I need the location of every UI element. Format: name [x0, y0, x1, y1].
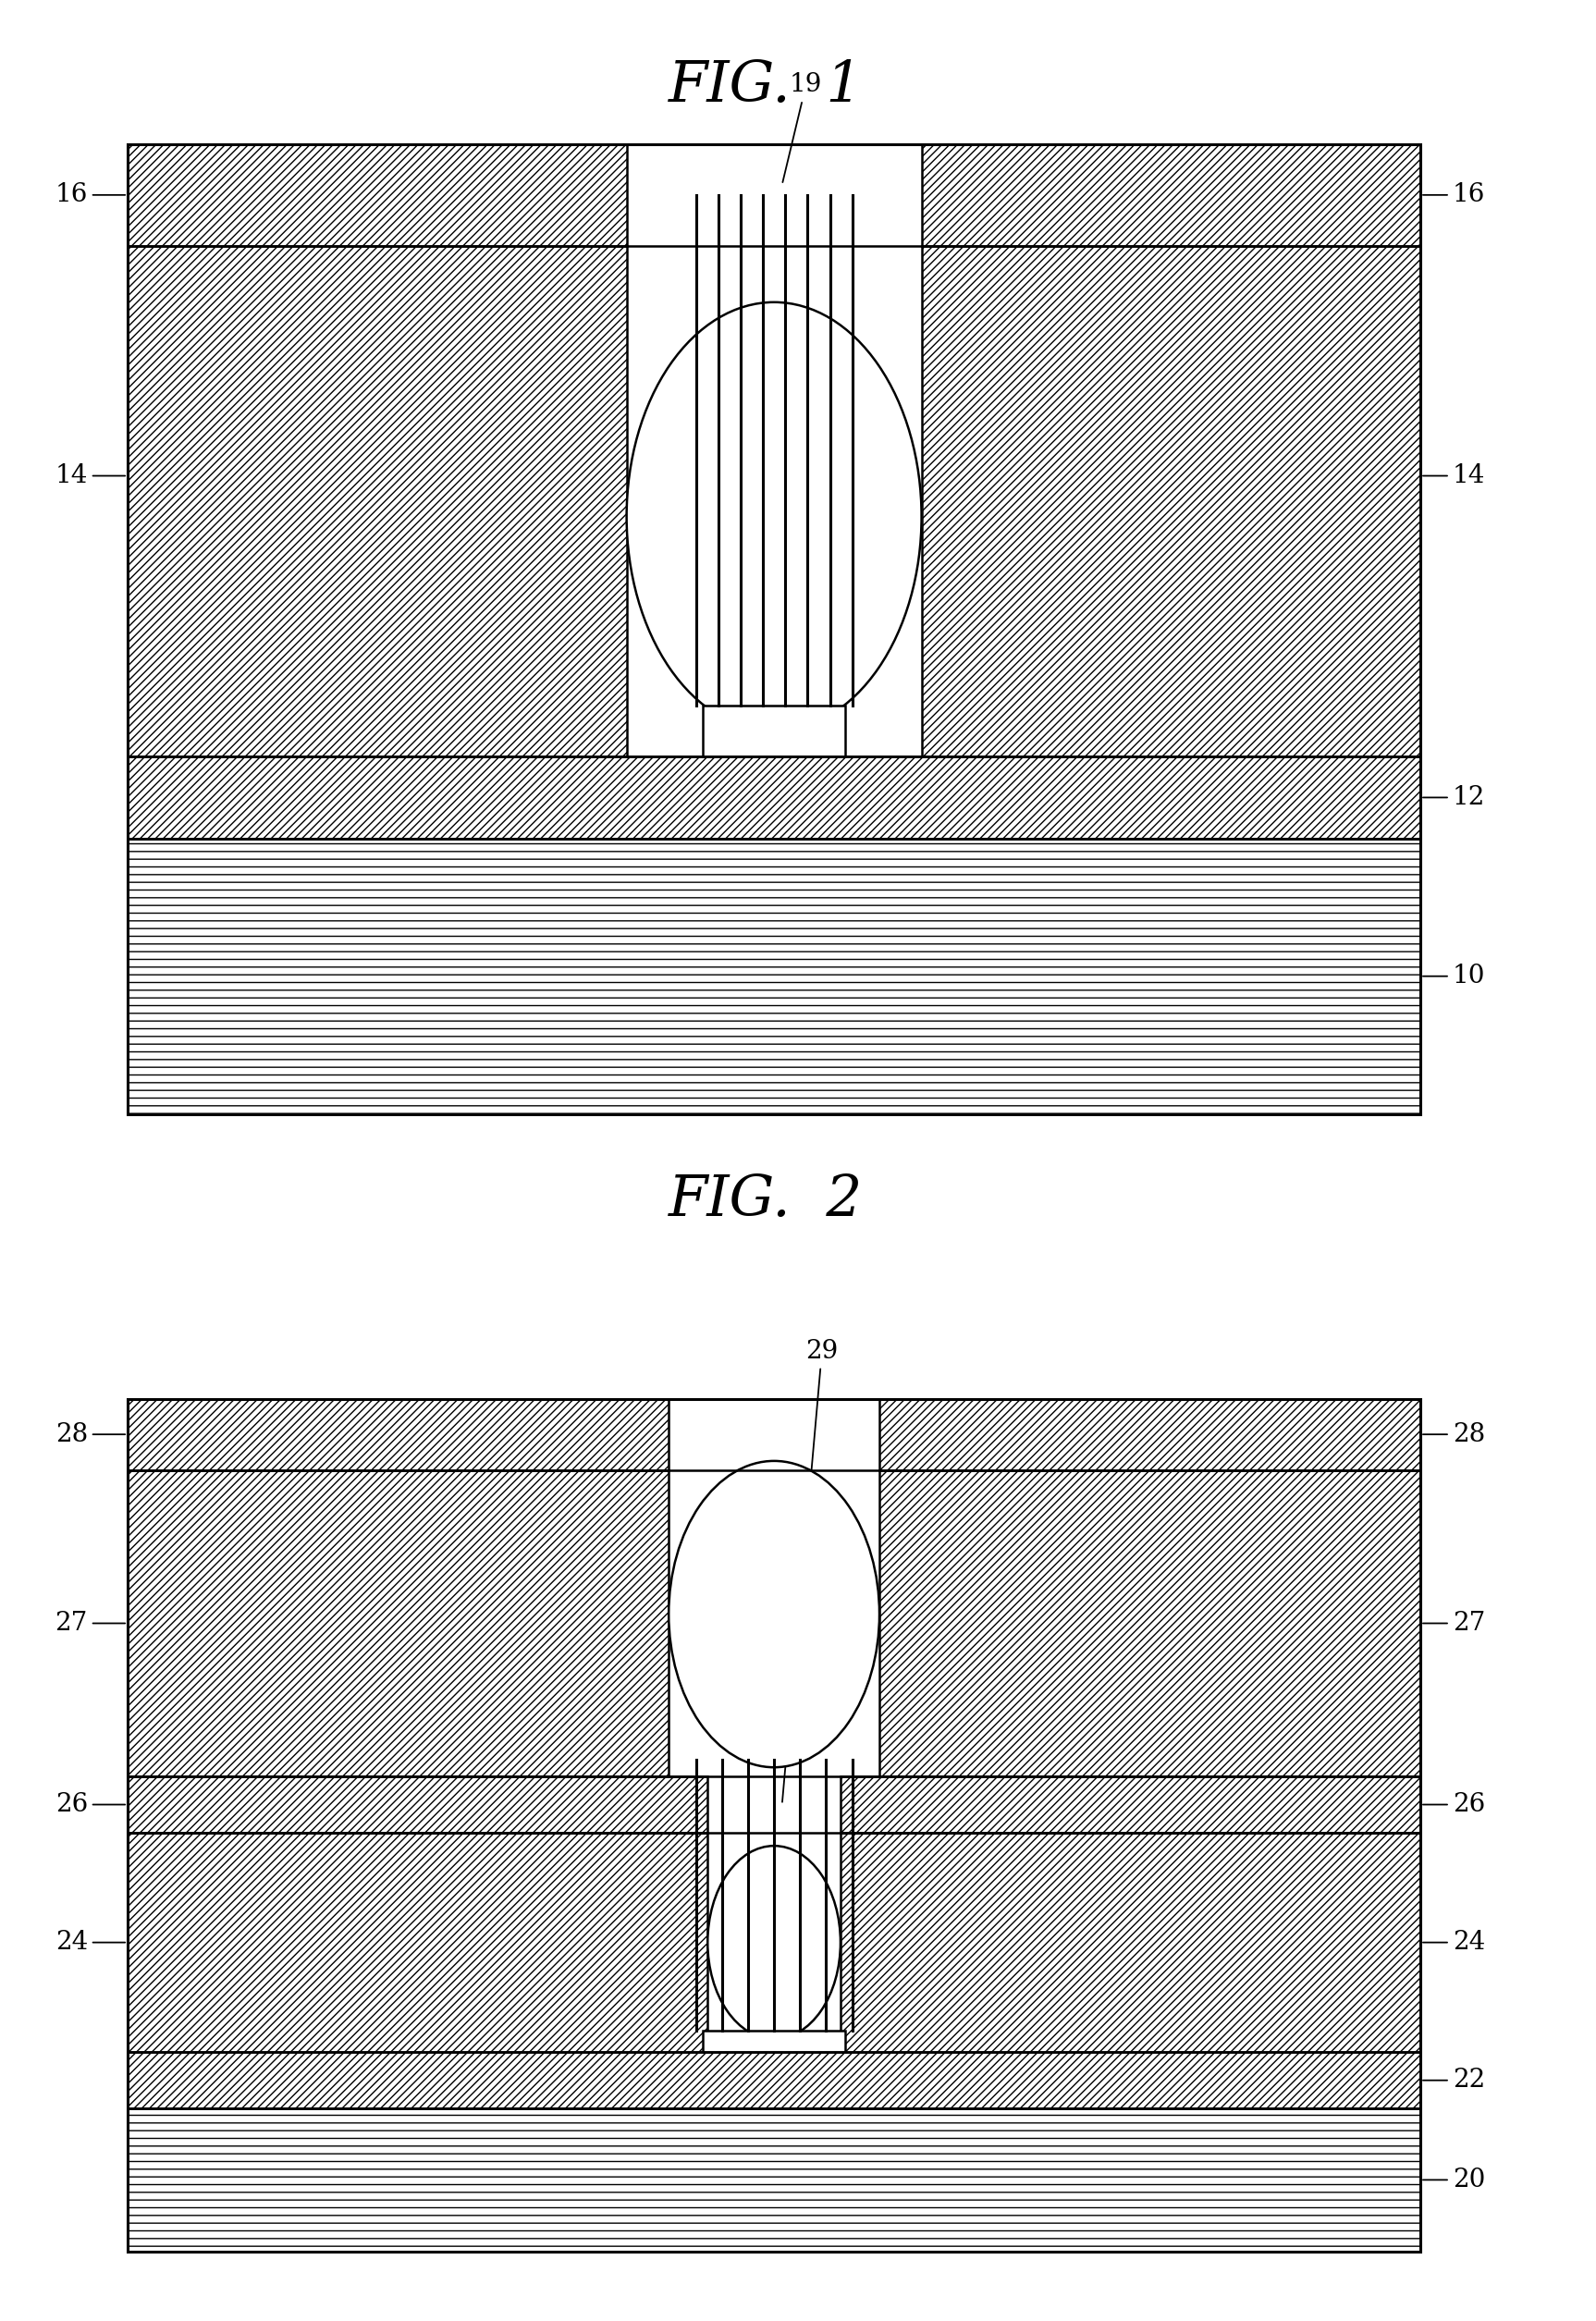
Text: 26: 26 — [56, 1792, 124, 1817]
Text: 24: 24 — [56, 1931, 124, 1954]
Text: 14: 14 — [1424, 464, 1484, 487]
Bar — [128, 838, 1420, 1114]
Bar — [128, 1400, 669, 1469]
Bar — [128, 2107, 1420, 2251]
Bar — [128, 1776, 707, 1834]
Bar — [128, 144, 627, 246]
Circle shape — [669, 1460, 879, 1766]
Bar — [921, 246, 1420, 757]
Text: 28: 28 — [56, 1423, 124, 1446]
Text: 27: 27 — [1424, 1611, 1484, 1636]
Bar — [128, 1834, 707, 2052]
Bar — [128, 1400, 1420, 2251]
Bar — [128, 144, 1420, 1114]
Text: 12: 12 — [1424, 784, 1484, 810]
Bar — [702, 706, 846, 757]
Bar — [921, 144, 1420, 246]
Text: 26: 26 — [1424, 1792, 1484, 1817]
Bar — [841, 1776, 1420, 1834]
Bar — [702, 2031, 846, 2052]
Bar — [879, 1400, 1420, 1469]
Bar — [841, 1834, 1420, 2052]
Text: 20: 20 — [1424, 2168, 1484, 2193]
Circle shape — [707, 1845, 841, 2040]
Text: 22: 22 — [1424, 2068, 1484, 2094]
Text: 29: 29 — [782, 1339, 838, 1801]
Text: 24: 24 — [1424, 1931, 1484, 1954]
Bar — [128, 2052, 1420, 2107]
Bar — [128, 1469, 669, 1776]
Bar — [128, 246, 627, 757]
Bar — [879, 1469, 1420, 1776]
Text: 28: 28 — [1424, 1423, 1484, 1446]
Circle shape — [627, 302, 921, 731]
Text: FIG.  1: FIG. 1 — [669, 58, 863, 114]
Bar — [128, 757, 1420, 838]
Text: 19: 19 — [782, 72, 822, 183]
Text: 16: 16 — [1424, 183, 1484, 207]
Text: 27: 27 — [56, 1611, 124, 1636]
Text: 10: 10 — [1424, 963, 1486, 989]
Text: 16: 16 — [56, 183, 124, 207]
Text: FIG.  2: FIG. 2 — [669, 1172, 863, 1228]
Text: 14: 14 — [56, 464, 124, 487]
